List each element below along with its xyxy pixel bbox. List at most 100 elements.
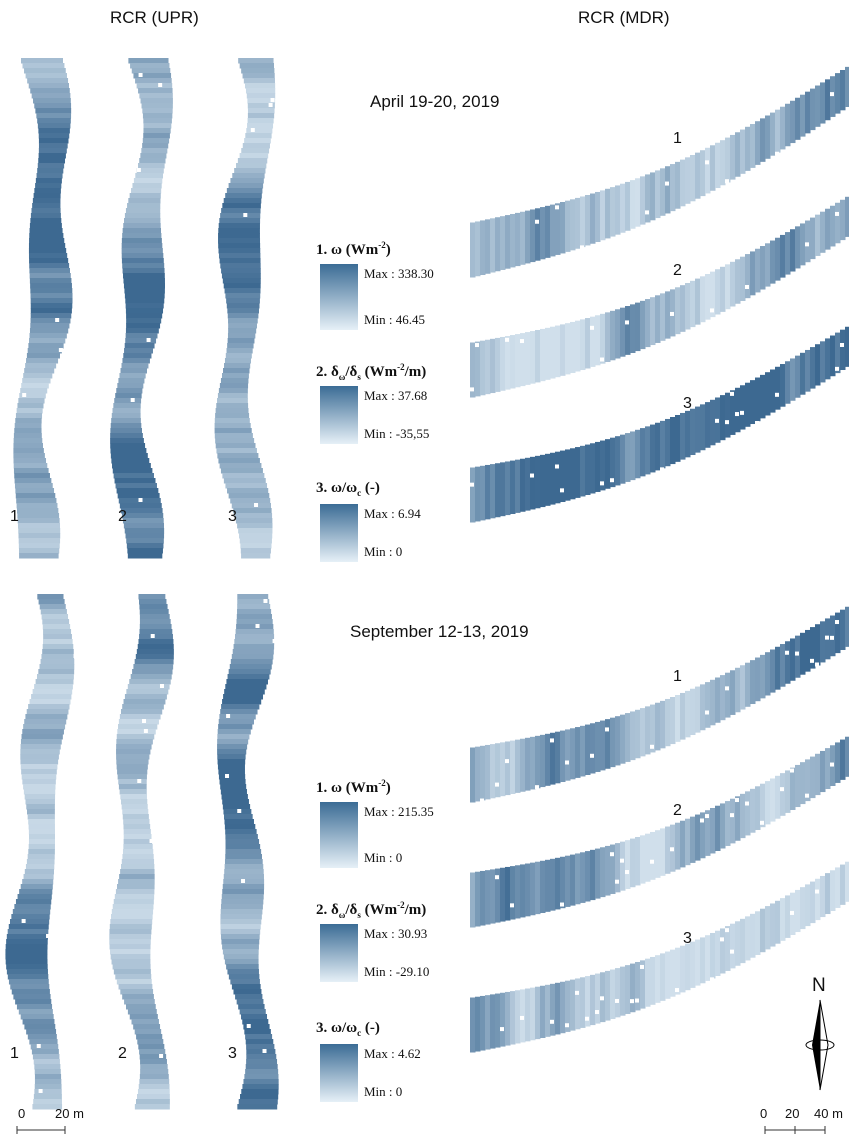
raster-row xyxy=(8,924,49,930)
raster-row xyxy=(115,889,155,895)
nodata-cell xyxy=(137,779,142,783)
raster-column xyxy=(825,748,831,790)
raster-column xyxy=(575,978,581,1030)
raster-column xyxy=(775,366,781,410)
raster-row xyxy=(28,829,55,835)
raster-row xyxy=(20,749,60,755)
legend-title-part: /δ xyxy=(345,364,358,380)
raster-row xyxy=(13,433,42,439)
raster-row xyxy=(118,784,147,790)
raster-column xyxy=(830,335,836,377)
raster-row xyxy=(222,799,249,805)
raster-column xyxy=(710,399,716,446)
raster-row xyxy=(121,363,149,369)
raster-column xyxy=(615,716,621,766)
raster-column xyxy=(595,848,601,899)
raster-row xyxy=(217,744,248,750)
raster-row xyxy=(237,609,272,615)
raster-row xyxy=(217,729,251,735)
raster-column xyxy=(590,316,596,367)
nodata-cell xyxy=(136,168,141,172)
raster-row xyxy=(37,674,74,680)
raster-row xyxy=(119,503,162,509)
raster-row xyxy=(123,839,153,845)
raster-row xyxy=(30,293,73,299)
raster-column xyxy=(550,732,556,785)
raster-row xyxy=(42,624,71,630)
raster-row xyxy=(122,854,154,860)
raster-row xyxy=(19,553,59,559)
raster-column xyxy=(680,285,686,332)
legend-title-part: ) xyxy=(385,242,391,258)
legend-max: Max : 215.35 xyxy=(364,804,434,819)
raster-column xyxy=(670,164,676,212)
raster-column xyxy=(795,355,801,398)
raster-column xyxy=(515,334,521,388)
raster-column xyxy=(800,94,806,137)
raster-row xyxy=(12,909,51,915)
raster-row xyxy=(109,944,151,950)
raster-column xyxy=(500,336,506,391)
raster-row xyxy=(228,328,257,334)
raster-row xyxy=(123,824,151,830)
raster-column xyxy=(750,660,756,705)
raster-row xyxy=(30,313,72,319)
raster-column xyxy=(750,380,756,425)
raster-row xyxy=(14,904,51,910)
raster-row xyxy=(133,664,174,670)
raster-row xyxy=(117,493,160,499)
raster-column xyxy=(480,340,486,396)
raster-row xyxy=(123,834,152,840)
raster-column xyxy=(625,433,631,482)
raster-row xyxy=(126,538,164,544)
raster-column xyxy=(710,932,716,979)
raster-row xyxy=(138,1084,170,1090)
raster-row xyxy=(247,113,275,119)
raster-column xyxy=(675,414,681,462)
raster-column xyxy=(730,134,736,180)
raster-column xyxy=(735,387,741,433)
legend-max: Max : 338.30 xyxy=(364,266,434,281)
nodata-cell xyxy=(610,852,614,857)
river-strip-upr xyxy=(109,594,174,1110)
raster-row xyxy=(34,684,73,690)
raster-column xyxy=(745,916,751,961)
raster-row xyxy=(245,1069,279,1075)
legend-ramp xyxy=(320,264,358,330)
raster-row xyxy=(245,133,272,139)
raster-row xyxy=(20,884,53,890)
raster-row xyxy=(29,699,71,705)
nodata-cell xyxy=(615,998,619,1003)
raster-row xyxy=(214,433,253,439)
raster-column xyxy=(775,646,781,690)
raster-row xyxy=(127,548,163,554)
raster-column xyxy=(765,243,771,287)
raster-column xyxy=(755,121,761,165)
scale-label: 0 xyxy=(18,1106,26,1121)
nodata-cell xyxy=(715,418,719,423)
nodata-cell xyxy=(605,727,609,732)
raster-row xyxy=(227,308,259,314)
raster-row xyxy=(227,488,269,494)
raster-column xyxy=(800,352,806,395)
raster-column xyxy=(790,767,796,810)
raster-row xyxy=(225,849,262,855)
raster-column xyxy=(505,991,511,1046)
raster-column xyxy=(655,830,661,878)
raster-row xyxy=(220,914,262,920)
raster-column xyxy=(680,159,686,207)
raster-row xyxy=(120,794,147,800)
raster-row xyxy=(13,443,43,449)
raster-column xyxy=(600,190,606,241)
nodata-cell xyxy=(475,343,479,348)
raster-row xyxy=(136,83,173,89)
raster-row xyxy=(125,208,161,214)
raster-column xyxy=(830,870,836,911)
raster-row xyxy=(123,844,153,850)
raster-row xyxy=(221,704,260,710)
raster-column xyxy=(665,418,671,467)
legend-title-part: (Wm xyxy=(360,902,398,918)
raster-column xyxy=(730,798,736,844)
raster-row xyxy=(222,889,264,895)
strip-number: 3 xyxy=(228,508,237,525)
